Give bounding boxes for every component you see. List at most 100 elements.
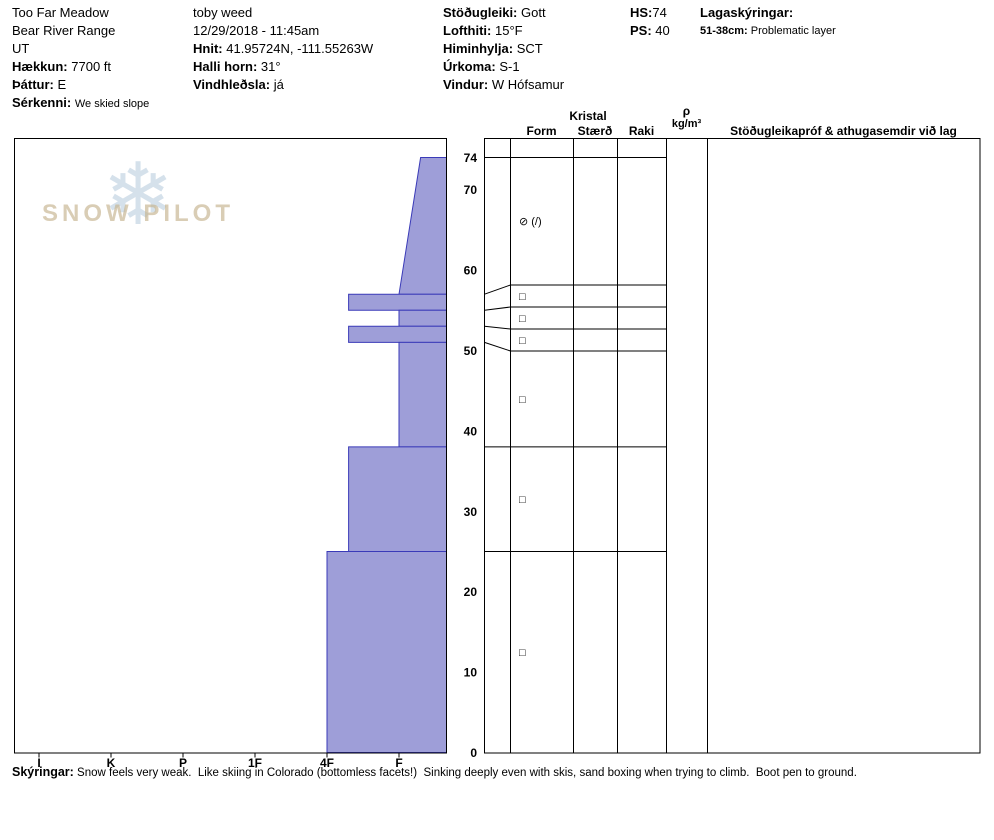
crystal-column-header: Kristal [569,109,607,123]
depth-label: 60 [464,264,478,278]
grain-form-symbol: □ [519,313,526,325]
snow-layer-bar [348,293,447,311]
wind: Vindur: W Hófsamur [443,76,564,94]
header-totals-block: HS:74 PS: 40 [630,4,670,40]
pit-comments-label: Skýringar: [12,765,74,779]
coords-value: 41.95724N, -111.55263W [226,41,374,56]
hs-label: HS: [630,5,653,20]
precip-label: Úrkoma: [443,59,496,74]
snow-layer-bar [398,157,447,295]
ps-value: 40 [655,23,670,38]
stability-value: Gott [521,5,546,20]
layer-note-entry: 51-38cm: Problematic layer [700,22,836,40]
stability: Stöðugleiki: Gott [443,4,564,22]
sky-value: SCT [516,41,543,56]
coordinates: Hnit: 41.95724N, -111.55263W [193,40,373,58]
depth-label: 10 [464,666,478,680]
hardness-label: 1F [248,756,262,770]
grain-form-symbol: □ [519,394,526,406]
airtemp-value: 15°F [495,23,523,38]
notes-label: Sérkenni: [12,95,72,110]
grain-form-symbol: ⊘ (/) [519,216,542,228]
aspect-label: Þáttur: [12,77,54,92]
depth-label: 20 [464,585,478,599]
hardness-label: 4F [320,756,334,770]
hardness-label: I [37,756,40,770]
depth-label: 74 [464,151,478,165]
ps-label: PS: [630,23,652,38]
layer-leader-line [484,306,511,311]
precipitation: Úrkoma: S-1 [443,58,564,76]
snow-layer-bar [326,551,447,753]
density-symbol-header: ρ [682,104,691,118]
notes-value: We skied slope [74,98,150,110]
sky-cover: Himinhylja: SCT [443,40,564,58]
windload-label: Vindhleðsla: [193,77,271,92]
layer-note-text: Problematic layer [750,25,836,37]
depth-label: 50 [464,344,478,358]
air-temp: Lofthiti: 15°F [443,22,564,40]
tests-column-header: Stöðugleikapróf & athugasemdir við lag [730,124,957,138]
slope-angle: Halli horn: 31° [193,58,373,76]
wind-label: Vindur: [443,77,489,92]
pit-comments-text: Snow feels very weak. Like skiing in Col… [77,767,857,779]
grain-form-symbol: □ [519,494,526,506]
airtemp-label: Lofthiti: [443,23,492,38]
elevation-label: Hækkun: [12,59,68,74]
site-aspect: Þáttur: E [12,76,149,94]
size-column-header: Stærð [577,124,613,138]
wetness-column-header: Raki [628,124,655,138]
header-site-block: Too Far Meadow Bear River Range UT Hækku… [12,4,149,113]
wind-value: W Hófsamur [491,77,565,92]
layer-leader-line [484,341,511,352]
stability-label: Stöðugleiki: [443,5,518,20]
snow-layer-bar [398,309,447,327]
depth-label: 40 [464,424,478,438]
wind-loading: Vindhleðsla: já [193,76,373,94]
depth-label: 30 [464,505,478,519]
header-observer-block: toby weed 12/29/2018 - 11:45am Hnit: 41.… [193,4,373,94]
site-name: Too Far Meadow [12,5,109,20]
snow-layer-bar [348,446,447,552]
windload-value: já [273,77,284,92]
site-state: UT [12,41,30,56]
layer-notes-title: Lagaskýringar: [700,4,836,22]
pit-comments: Skýringar: Snow feels very weak. Like sk… [12,765,988,779]
data-panel-border [484,138,981,754]
snow-layer-bar [398,341,447,448]
grain-form-symbol: □ [519,335,526,347]
observation-datetime: 12/29/2018 - 11:45am [193,23,320,38]
hardness-label: K [107,756,116,770]
coords-label: Hnit: [193,41,223,56]
form-column-header: Form [526,124,557,138]
header-conditions-block: Stöðugleiki: Gott Lofthiti: 15°F Himinhy… [443,4,564,94]
grain-form-symbol: □ [519,647,526,659]
layer-note-range: 51-38cm: [700,25,748,37]
layer-leader-line [484,284,511,295]
observer-name: toby weed [193,5,253,20]
ski-penetration: PS: 40 [630,22,670,40]
hardness-label: F [395,756,402,770]
density-unit-header: kg/m³ [671,118,702,130]
site-range: Bear River Range [12,23,116,38]
depth-label: 0 [470,746,477,760]
slope-label: Halli horn: [193,59,258,74]
aspect-value: E [57,77,67,92]
sky-label: Himinhylja: [443,41,514,56]
depth-label: 70 [464,183,478,197]
layer-notes-title-text: Lagaskýringar: [700,5,794,20]
grain-form-symbol: □ [519,291,526,303]
precip-value: S-1 [499,59,520,74]
layer-leader-line [484,325,511,330]
snow-layer-bar [348,325,447,343]
snow-height: HS:74 [630,4,670,22]
site-elevation: Hækkun: 7700 ft [12,58,149,76]
hs-value: 74 [652,5,667,20]
profile-plot-border [14,138,447,754]
slope-value: 31° [260,59,281,74]
elevation-value: 7700 ft [71,59,112,74]
site-notes: Sérkenni: We skied slope [12,94,149,113]
hardness-label: P [179,756,187,770]
